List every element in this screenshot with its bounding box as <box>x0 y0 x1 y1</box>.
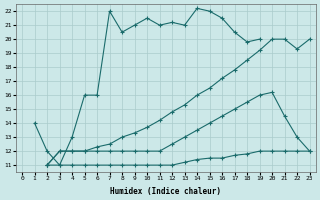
X-axis label: Humidex (Indice chaleur): Humidex (Indice chaleur) <box>110 187 221 196</box>
